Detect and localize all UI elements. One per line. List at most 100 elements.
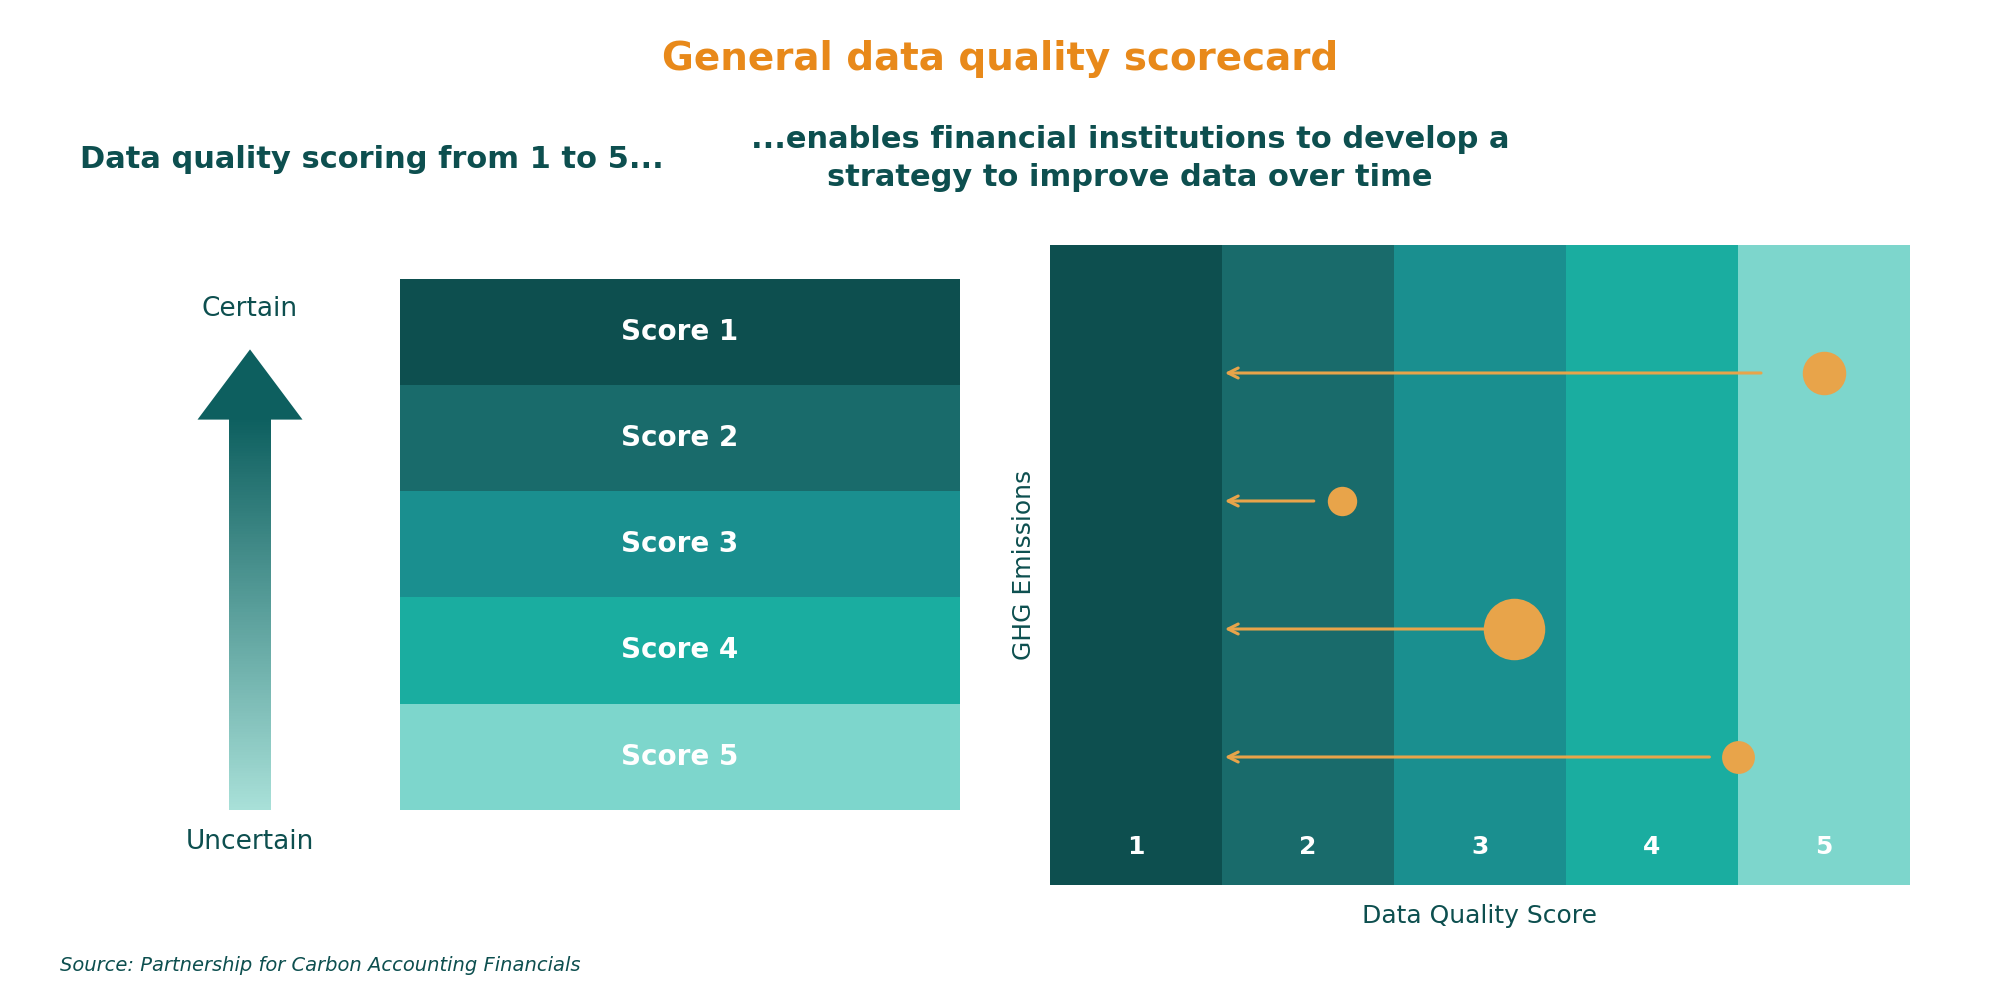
Bar xyxy=(228,573,272,576)
Text: Source: Partnership for Carbon Accounting Financials: Source: Partnership for Carbon Accountin… xyxy=(60,956,580,975)
Bar xyxy=(228,448,272,451)
Bar xyxy=(228,794,272,797)
Bar xyxy=(228,661,272,664)
Bar xyxy=(228,726,272,729)
Bar xyxy=(228,656,272,659)
Bar xyxy=(228,593,272,596)
Bar xyxy=(228,721,272,724)
Bar xyxy=(228,471,272,474)
Bar xyxy=(228,760,272,763)
Bar xyxy=(228,786,272,789)
Bar xyxy=(400,385,960,491)
Bar xyxy=(228,666,272,669)
Bar xyxy=(228,552,272,555)
Text: 3: 3 xyxy=(1472,835,1488,859)
FancyArrow shape xyxy=(198,349,302,420)
Bar xyxy=(228,599,272,602)
Bar xyxy=(228,781,272,784)
Bar xyxy=(1050,245,1222,885)
Bar xyxy=(228,547,272,550)
Bar xyxy=(228,427,272,430)
Bar xyxy=(228,630,272,633)
Bar xyxy=(228,461,272,464)
Bar xyxy=(228,489,272,492)
Bar xyxy=(228,765,272,768)
Text: 5: 5 xyxy=(1816,835,1832,859)
Bar xyxy=(228,651,272,654)
Bar xyxy=(228,580,272,583)
Text: 2: 2 xyxy=(1300,835,1316,859)
Text: ...enables financial institutions to develop a
strategy to improve data over tim: ...enables financial institutions to dev… xyxy=(750,125,1510,192)
Bar xyxy=(228,575,272,578)
Text: Data quality scoring from 1 to 5...: Data quality scoring from 1 to 5... xyxy=(80,145,664,174)
Bar xyxy=(400,597,960,704)
Bar xyxy=(228,755,272,758)
Bar xyxy=(228,645,272,648)
Bar xyxy=(228,523,272,526)
Bar xyxy=(228,554,272,557)
Bar xyxy=(228,684,272,687)
Bar xyxy=(228,500,272,503)
Bar xyxy=(228,791,272,794)
Bar xyxy=(228,567,272,570)
Bar xyxy=(228,463,272,466)
Text: Uncertain: Uncertain xyxy=(186,829,314,855)
Point xyxy=(1498,621,1530,637)
Bar xyxy=(228,521,272,524)
Bar xyxy=(228,638,272,641)
Bar xyxy=(228,773,272,776)
Bar xyxy=(228,586,272,589)
Bar xyxy=(228,497,272,500)
Bar xyxy=(228,713,272,716)
Bar xyxy=(228,768,272,771)
Bar xyxy=(228,729,272,732)
Bar xyxy=(228,492,272,495)
Bar xyxy=(228,617,272,620)
Point xyxy=(1808,365,1840,381)
Text: 1: 1 xyxy=(1128,835,1144,859)
Bar xyxy=(228,692,272,695)
Bar xyxy=(400,491,960,597)
Bar xyxy=(228,437,272,440)
Bar xyxy=(228,747,272,750)
Bar xyxy=(228,482,272,485)
Bar xyxy=(228,476,272,479)
Bar xyxy=(228,432,272,435)
Bar xyxy=(228,570,272,573)
Bar xyxy=(228,788,272,791)
Bar xyxy=(228,612,272,615)
Bar xyxy=(228,640,272,643)
Bar xyxy=(228,513,272,516)
Bar xyxy=(228,739,272,742)
Bar xyxy=(228,716,272,719)
Bar xyxy=(228,539,272,542)
Point xyxy=(1326,493,1358,509)
Bar xyxy=(228,505,272,508)
Bar xyxy=(228,796,272,799)
Bar xyxy=(228,518,272,521)
Bar xyxy=(228,734,272,737)
Bar xyxy=(228,450,272,453)
Bar xyxy=(228,435,272,438)
Bar xyxy=(1738,245,1910,885)
Bar xyxy=(228,544,272,547)
Bar xyxy=(228,484,272,487)
Text: Certain: Certain xyxy=(202,296,298,322)
Bar xyxy=(228,653,272,656)
Bar xyxy=(228,770,272,773)
X-axis label: Data Quality Score: Data Quality Score xyxy=(1362,904,1598,928)
Bar xyxy=(228,731,272,734)
Bar xyxy=(228,736,272,739)
Bar xyxy=(228,578,272,581)
Text: Score 2: Score 2 xyxy=(622,424,738,452)
Bar xyxy=(228,718,272,721)
Bar xyxy=(228,515,272,518)
Bar xyxy=(228,557,272,560)
Bar xyxy=(228,549,272,552)
Bar xyxy=(228,487,272,490)
Bar xyxy=(228,430,272,433)
Bar xyxy=(228,674,272,677)
Bar xyxy=(228,710,272,713)
Bar xyxy=(228,757,272,760)
Bar xyxy=(228,458,272,461)
